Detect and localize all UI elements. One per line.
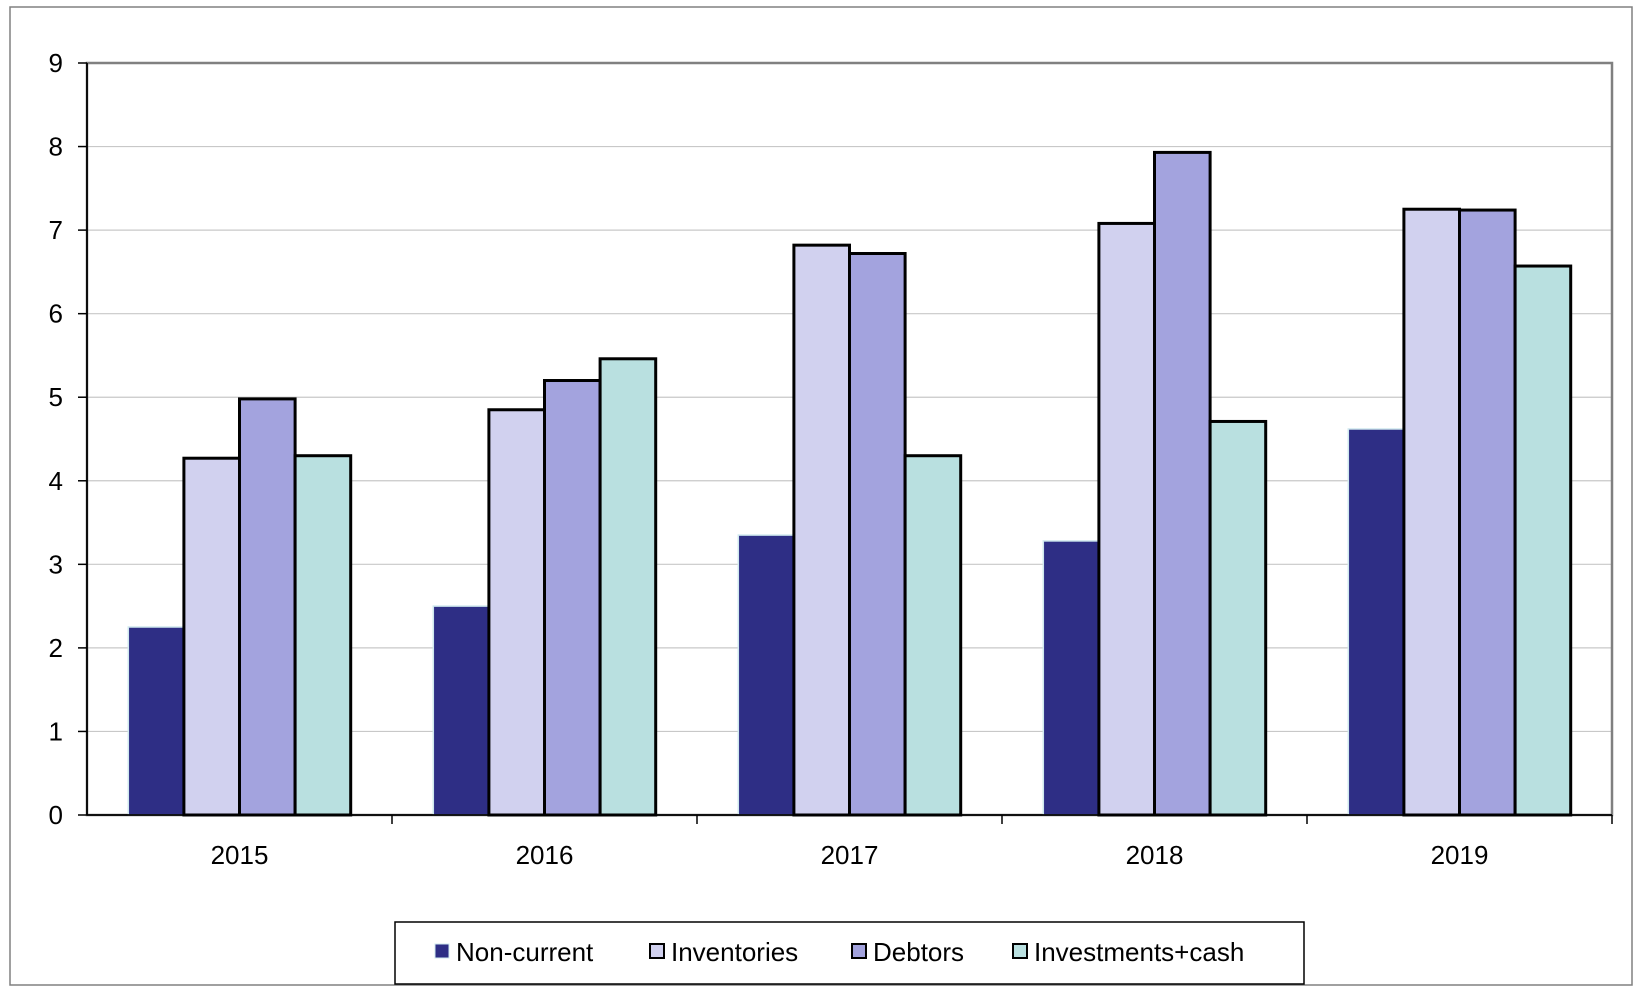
legend-label: Inventories	[671, 937, 798, 967]
bar-2015-non-current	[127, 626, 185, 816]
bar-2018-inventories	[1097, 221, 1157, 817]
bar-2018-non-current	[1042, 540, 1100, 816]
bar-2015-inventories	[182, 456, 241, 817]
y-tick-label: 1	[49, 716, 63, 746]
legend-swatch	[1012, 943, 1028, 959]
legend: Non-current Inventories Debtors Investments…	[394, 921, 1305, 985]
bar-2017-debtors	[848, 252, 907, 817]
x-tick-label: 2019	[1431, 840, 1489, 870]
legend-label: Investments+cash	[1034, 937, 1244, 967]
bar-2017-investments-cash	[903, 454, 963, 817]
y-tick-label: 9	[49, 48, 63, 78]
legend-box	[394, 921, 1305, 985]
bar-2017-inventories	[792, 243, 852, 817]
x-tick-label: 2017	[821, 840, 879, 870]
y-axis-tick-labels: 0 1 2 3 4 5 6 7 8 9	[49, 48, 63, 830]
y-tick-label: 5	[49, 382, 63, 412]
bar-2016-non-current	[432, 605, 490, 816]
legend-label: Debtors	[873, 937, 964, 967]
y-tick-label: 2	[49, 633, 63, 663]
bar-2015-debtors	[238, 397, 297, 817]
bar-2019-debtors	[1458, 208, 1517, 817]
axes	[78, 62, 1613, 824]
y-tick-label: 3	[49, 549, 63, 579]
legend-swatch	[851, 943, 867, 959]
bar-2018-investments-cash	[1208, 419, 1268, 817]
bar-2017-non-current	[737, 534, 795, 816]
bar-2016-inventories	[487, 408, 546, 817]
bar-2019-non-current	[1347, 428, 1405, 816]
legend-label: Non-current	[456, 937, 594, 967]
y-tick-label: 6	[49, 299, 63, 329]
legend-swatch	[649, 943, 665, 959]
bar-2016-investments-cash	[598, 357, 658, 817]
x-tick-label: 2018	[1126, 840, 1184, 870]
y-tick-label: 8	[49, 132, 63, 162]
y-tick-label: 0	[49, 800, 63, 830]
x-axis-tick-labels: 2015 2016 2017 2018 2019	[211, 840, 1489, 870]
y-tick-label: 4	[49, 466, 63, 496]
bar-2019-investments-cash	[1513, 264, 1573, 817]
x-tick-label: 2016	[516, 840, 574, 870]
y-tick-label: 7	[49, 215, 63, 245]
x-tick-label: 2015	[211, 840, 269, 870]
bar-2016-debtors	[543, 379, 602, 817]
bar-2015-investments-cash	[293, 454, 353, 817]
bar-2018-debtors	[1153, 150, 1212, 817]
bar-2019-inventories	[1402, 207, 1462, 817]
legend-swatch	[434, 943, 450, 959]
bars	[127, 150, 1573, 817]
